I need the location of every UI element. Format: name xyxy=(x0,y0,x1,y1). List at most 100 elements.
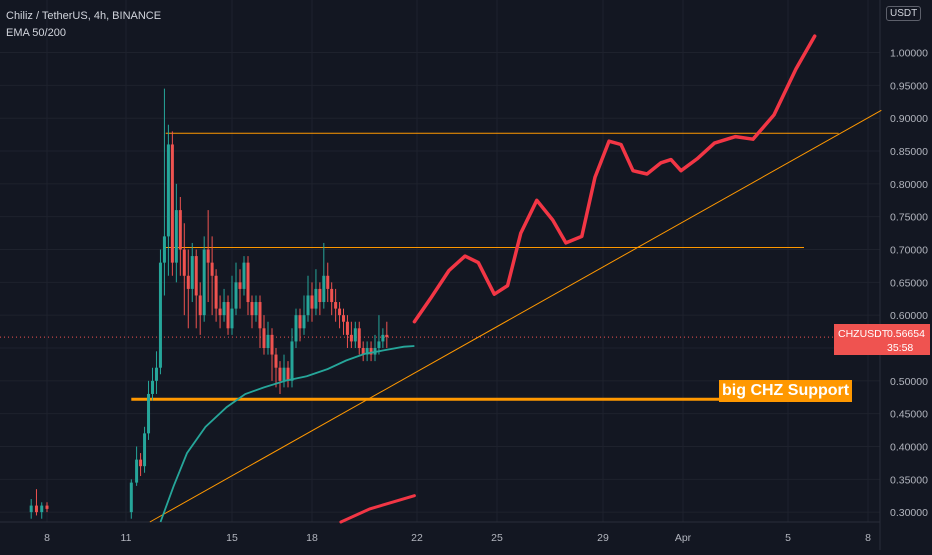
candle-up xyxy=(151,380,154,394)
y-tick-label: 0.40000 xyxy=(890,441,928,453)
candle-up xyxy=(158,262,162,368)
y-tick-label: 0.75000 xyxy=(890,212,928,224)
candle-up xyxy=(282,367,286,381)
y-tick-label: 0.85000 xyxy=(890,146,928,158)
y-tick-label: 0.30000 xyxy=(890,507,928,519)
level-layer xyxy=(0,132,880,401)
candle-up xyxy=(129,482,133,513)
candle-up xyxy=(166,144,170,237)
candle-up xyxy=(314,288,318,309)
ema-line xyxy=(159,345,415,523)
price-tag-symbol: CHZUSDT xyxy=(838,328,889,340)
candle-down xyxy=(226,302,230,329)
candle-up xyxy=(294,315,298,342)
candle-down xyxy=(214,275,218,309)
projection-path xyxy=(412,34,817,324)
x-tick-label: 15 xyxy=(226,532,238,544)
candle-layer xyxy=(29,88,389,519)
candle-up xyxy=(230,308,234,329)
candle-down xyxy=(342,315,345,322)
candle-up xyxy=(353,328,357,342)
candle-down xyxy=(310,295,314,309)
chart-title: Chiliz / TetherUS, 4h, BINANCE xyxy=(6,10,162,22)
candle-down xyxy=(345,321,349,335)
candle-up xyxy=(242,262,246,289)
candle-down xyxy=(210,262,214,276)
candle-down xyxy=(246,262,250,303)
candle-down xyxy=(357,328,361,348)
candle-down xyxy=(326,275,330,289)
candle-up xyxy=(254,302,258,316)
candle-down xyxy=(318,288,322,303)
candle-down xyxy=(369,348,373,355)
currency-selector[interactable]: USDT xyxy=(886,6,922,21)
candle-up xyxy=(40,505,44,513)
y-tick-label: 0.95000 xyxy=(890,80,928,92)
x-tick-label: 25 xyxy=(491,532,503,544)
x-tick-label: 8 xyxy=(865,532,871,544)
y-tick-label: 0.90000 xyxy=(890,113,928,125)
candle-up xyxy=(174,210,178,263)
candle-down xyxy=(286,367,290,381)
candle-up xyxy=(222,302,226,316)
candle-down xyxy=(45,505,49,509)
candle-up xyxy=(306,295,310,316)
candle-up xyxy=(234,282,238,309)
candle-up xyxy=(365,348,369,355)
candle-down xyxy=(198,295,202,316)
candle-down xyxy=(170,144,174,263)
candle-down xyxy=(338,308,342,316)
candle-up xyxy=(135,459,139,483)
candle-down xyxy=(218,308,222,316)
y-tick-label: 0.80000 xyxy=(890,179,928,191)
candle-up xyxy=(322,275,326,303)
candle-down xyxy=(194,256,198,296)
axis-layer: 1.00000 0.95000 0.90000 0.85000 0.80000 0.750… xyxy=(44,48,928,544)
candle-down xyxy=(274,354,278,368)
indicator-label: EMA 50/200 xyxy=(6,27,66,39)
candle-up xyxy=(29,505,33,513)
x-tick-label: 29 xyxy=(597,532,609,544)
x-tick-label: Apr xyxy=(675,532,692,544)
candle-up xyxy=(381,334,385,342)
candle-down xyxy=(238,282,242,289)
candle-down xyxy=(258,302,262,329)
candle-down xyxy=(262,328,266,348)
candle-up xyxy=(190,256,194,289)
candle-up xyxy=(147,393,151,434)
x-tick-label: 18 xyxy=(306,532,318,544)
candle-down xyxy=(334,302,338,309)
candle-down xyxy=(330,288,334,303)
candle-up xyxy=(377,341,381,348)
candle-down xyxy=(206,249,210,263)
last-price-tag: CHZUSDT 0.56654 35:58 xyxy=(834,324,930,355)
y-tick-label: 1.00000 xyxy=(890,48,928,60)
candle-down xyxy=(361,348,365,355)
candle-up xyxy=(154,367,158,381)
grid-layer xyxy=(0,0,881,550)
projection-path-lower xyxy=(339,494,416,524)
candle-down xyxy=(139,459,143,467)
y-tick-label: 0.70000 xyxy=(890,245,928,257)
candle-up xyxy=(143,433,147,467)
bar-countdown: 35:58 xyxy=(887,342,914,354)
candle-down xyxy=(250,302,254,316)
x-tick-label: 5 xyxy=(785,532,791,544)
y-tick-label: 0.45000 xyxy=(890,409,928,421)
line-layer xyxy=(149,34,882,524)
candle-up xyxy=(202,249,206,316)
x-tick-label: 22 xyxy=(411,532,423,544)
y-tick-label: 0.65000 xyxy=(890,277,928,289)
candle-up xyxy=(302,315,306,329)
candle-down xyxy=(298,315,302,329)
candle-up xyxy=(266,334,270,348)
y-tick-label: 0.35000 xyxy=(890,474,928,486)
candle-down xyxy=(34,505,38,513)
candle-down xyxy=(349,334,353,342)
y-tick-label: 0.60000 xyxy=(890,310,928,322)
candle-down xyxy=(278,367,282,381)
candle-down xyxy=(178,210,182,250)
candle-down xyxy=(186,275,190,289)
